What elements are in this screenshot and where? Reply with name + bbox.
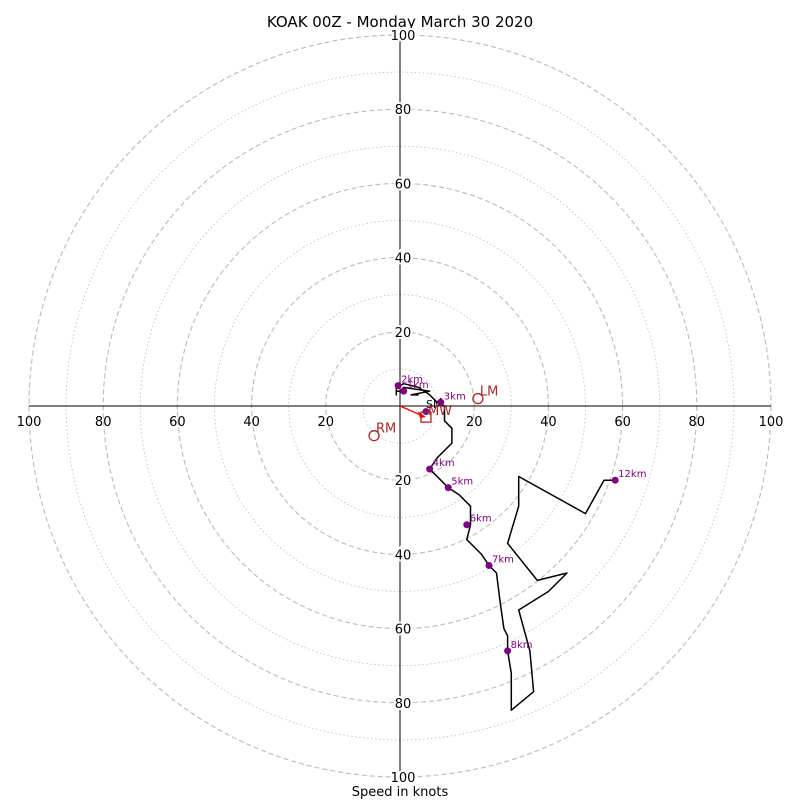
height-marker-dot (611, 476, 619, 484)
y-tick-label: 100 (391, 29, 416, 44)
storm-motion-marker (472, 392, 484, 405)
hodograph-line (395, 382, 616, 711)
height-marker-dot (394, 382, 402, 390)
height-marker-label: 4km (433, 458, 455, 469)
height-marker-dot (400, 387, 408, 395)
y-tick-label: 20 (395, 474, 412, 489)
x-axis-label: Speed in knots (352, 785, 449, 800)
y-tick-label: 20 (395, 326, 412, 341)
x-tick-label: 20 (318, 415, 335, 430)
y-tick-label: 100 (391, 771, 416, 786)
height-marker-dot (426, 465, 434, 473)
x-tick-label: 40 (540, 415, 557, 430)
height-marker-dot (444, 484, 452, 492)
height-marker-dot (437, 398, 445, 406)
height-marker-label: 12km (618, 469, 646, 480)
y-tick-label: 80 (395, 103, 412, 118)
height-marker-label: 8km (511, 640, 533, 651)
tick-labels: 100 80 60 40 20 20 40 60 80 100 100 80 60 40 20 20 40 60 8… (17, 27, 784, 788)
height-marker-label: 1km (407, 380, 429, 391)
x-tick-label: 100 (759, 415, 784, 430)
height-marker-label: 3km (444, 391, 466, 402)
x-tick-label: 20 (466, 415, 483, 430)
x-tick-label: 80 (95, 415, 112, 430)
storm-motion-label: LM (480, 385, 498, 400)
storm-motion-marker (368, 430, 380, 442)
hodograph-trace (395, 382, 616, 711)
x-tick-label: 60 (614, 415, 631, 430)
height-marker-label: 7km (492, 555, 514, 566)
y-tick-label: 40 (395, 252, 412, 267)
height-marker-dot (504, 647, 512, 655)
y-tick-label: 80 (395, 697, 412, 712)
chart-title: KOAK 00Z - Monday March 30 2020 (267, 13, 533, 31)
mean-wind-marker (420, 411, 432, 423)
height-marker-dot (485, 562, 493, 570)
storm-motion-label: RM (376, 422, 396, 437)
height-marker-label: 2km (401, 375, 423, 386)
y-tick-label: 60 (395, 623, 412, 638)
mean-wind-arrowhead (417, 411, 426, 419)
mean-wind-arrow (399, 405, 422, 416)
y-tick-label: 60 (395, 177, 412, 192)
height-marker-label: 5km (451, 477, 473, 488)
x-tick-label: 80 (689, 415, 706, 430)
y-tick-label: 40 (395, 548, 412, 563)
storm-motion-markers: MW LM RM (368, 385, 498, 442)
height-marker-label: 6km (470, 514, 492, 525)
x-tick-label: 100 (17, 415, 42, 430)
x-tick-label: 60 (169, 415, 186, 430)
mean-wind-label: MW (428, 404, 452, 419)
x-tick-label: 40 (243, 415, 260, 430)
height-marker-dot (463, 521, 471, 529)
